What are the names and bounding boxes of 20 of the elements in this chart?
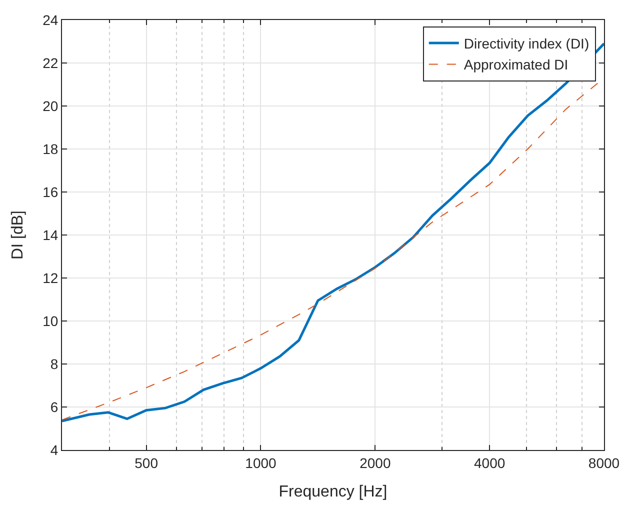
y-tick-label: 4 — [50, 442, 58, 458]
x-tick-label: 8000 — [588, 454, 620, 471]
x-tick-label: 1000 — [245, 454, 277, 471]
y-axis-title: DI [dB] — [10, 210, 27, 260]
y-tick-label: 8 — [50, 356, 58, 372]
x-axis-title: Frequency [Hz] — [278, 484, 388, 500]
y-tick-label: 10 — [42, 312, 58, 329]
y-tick-label: 14 — [42, 226, 58, 243]
y-tick-label: 16 — [42, 184, 58, 200]
x-tick-label: 4000 — [474, 454, 506, 471]
legend-label: Directivity index (DI) — [464, 36, 590, 52]
x-tick-label: 2000 — [360, 454, 391, 471]
y-tick-label: 12 — [42, 270, 58, 286]
y-tick-label: 24 — [42, 12, 58, 28]
y-tick-label: 22 — [42, 54, 58, 71]
y-tick-label: 18 — [42, 140, 58, 157]
x-tick-label: 500 — [134, 454, 158, 471]
y-tick-label: 20 — [42, 98, 58, 114]
y-tick-label: 6 — [50, 398, 58, 415]
legend-label: Approximated DI — [464, 56, 568, 73]
